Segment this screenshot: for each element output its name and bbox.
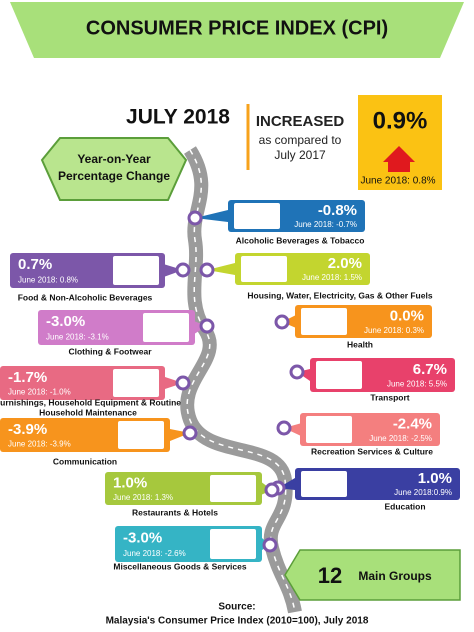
subtitle-line: Year-on-Year [77, 152, 151, 166]
group-label: Transport [370, 392, 409, 402]
connector [165, 377, 183, 389]
road-dot [175, 262, 191, 278]
group-label: Restaurants & Hotels [132, 507, 218, 517]
count: 12 [318, 563, 342, 588]
group-value: -3.0% [123, 530, 162, 547]
group-value: -3.0% [46, 313, 85, 330]
group-icon [316, 361, 362, 389]
group-value: 1.0% [113, 475, 147, 492]
summary-value: 0.9% [373, 107, 428, 134]
source: Malaysia's Consumer Price Index (2010=10… [106, 616, 369, 627]
group-label: Housing, Water, Electricity, Gas & Other… [247, 290, 432, 300]
group-icon [210, 529, 256, 559]
group-value: -0.8% [318, 202, 357, 219]
group-label: Food & Non-Alcoholic Beverages [18, 292, 153, 302]
group-label: Clothing & Footwear [68, 346, 152, 356]
road-dot [199, 318, 215, 334]
summary-status: INCREASED [256, 113, 345, 130]
subtitle-badge [40, 137, 188, 201]
connector [195, 210, 228, 222]
group-value: 2.0% [328, 255, 362, 272]
group-previous: June 2018:0.9% [394, 488, 452, 497]
group-icon [301, 471, 347, 497]
period: JULY 2018 [126, 106, 230, 129]
summary-comparison: as compared to [259, 133, 342, 147]
group-value: 6.7% [413, 361, 447, 378]
group-previous: June 2018: 0.8% [18, 275, 78, 284]
group-previous: June 2018: -3.9% [8, 440, 71, 449]
group-icon [113, 369, 159, 397]
summary-previous: June 2018: 0.8% [360, 176, 435, 187]
group-previous: June 2018: 1.3% [113, 493, 173, 502]
road-dot [276, 420, 292, 436]
group-value: 0.0% [390, 308, 424, 325]
road-dot [175, 375, 191, 391]
group-previous: June 2018: -0.7% [294, 220, 357, 229]
connector [165, 264, 183, 277]
title: CONSUMER PRICE INDEX (CPI) [86, 17, 388, 39]
group-label: Alcoholic Beverages & Tobacco [236, 235, 365, 245]
group-value: -3.9% [8, 421, 47, 438]
group-icon [306, 416, 352, 443]
road-dot [274, 314, 290, 330]
road-dot [264, 482, 280, 498]
group-previous: June 2018: 1.5% [302, 273, 362, 282]
group-previous: June 2018: -2.6% [123, 549, 186, 558]
group-label: Health [347, 339, 373, 349]
group-icon [234, 203, 280, 229]
road-dot [199, 262, 215, 278]
group-previous: June 2018: 5.5% [387, 380, 447, 389]
group-label: Recreation Services & Culture [311, 446, 433, 456]
road-dot [289, 364, 305, 380]
group-icon [143, 313, 189, 342]
road-dot [182, 425, 198, 441]
group-label: Household Maintenance [39, 407, 137, 417]
road-dot [187, 210, 203, 226]
count-badge [284, 549, 461, 601]
group-icon [113, 256, 159, 285]
group-label: Education [384, 501, 425, 511]
group-previous: June 2018: -1.0% [8, 388, 71, 397]
summary-base: July 2017 [274, 148, 326, 162]
group-value: 1.0% [418, 470, 452, 487]
subtitle-line: Percentage Change [58, 169, 170, 183]
connector [207, 263, 235, 275]
group-icon [118, 421, 164, 449]
summary-box [358, 95, 442, 190]
group-value: -2.4% [393, 416, 432, 433]
source-title: Source: [218, 602, 255, 613]
road-dot [262, 537, 278, 553]
group-previous: June 2018: -3.1% [46, 332, 109, 341]
group-value: -1.7% [8, 369, 47, 386]
group-previous: June 2018: -2.5% [369, 434, 432, 443]
groups: -0.8%June 2018: -0.7% Alcoholic Beverages… [0, 200, 460, 571]
group-previous: June 2018: 0.3% [364, 326, 424, 335]
group-icon [241, 256, 287, 282]
title-banner [10, 2, 464, 58]
house-icon [383, 146, 415, 172]
group-icon [210, 475, 256, 502]
group-icon [301, 308, 347, 335]
group-label: Communication [53, 456, 117, 466]
count-label: Main Groups [358, 569, 432, 583]
group-value: 0.7% [18, 256, 52, 273]
connector [284, 423, 300, 436]
group-label: Furnishings, Household Equipment & Routi… [0, 397, 181, 407]
group-label: Miscellaneous Goods & Services [113, 561, 246, 571]
